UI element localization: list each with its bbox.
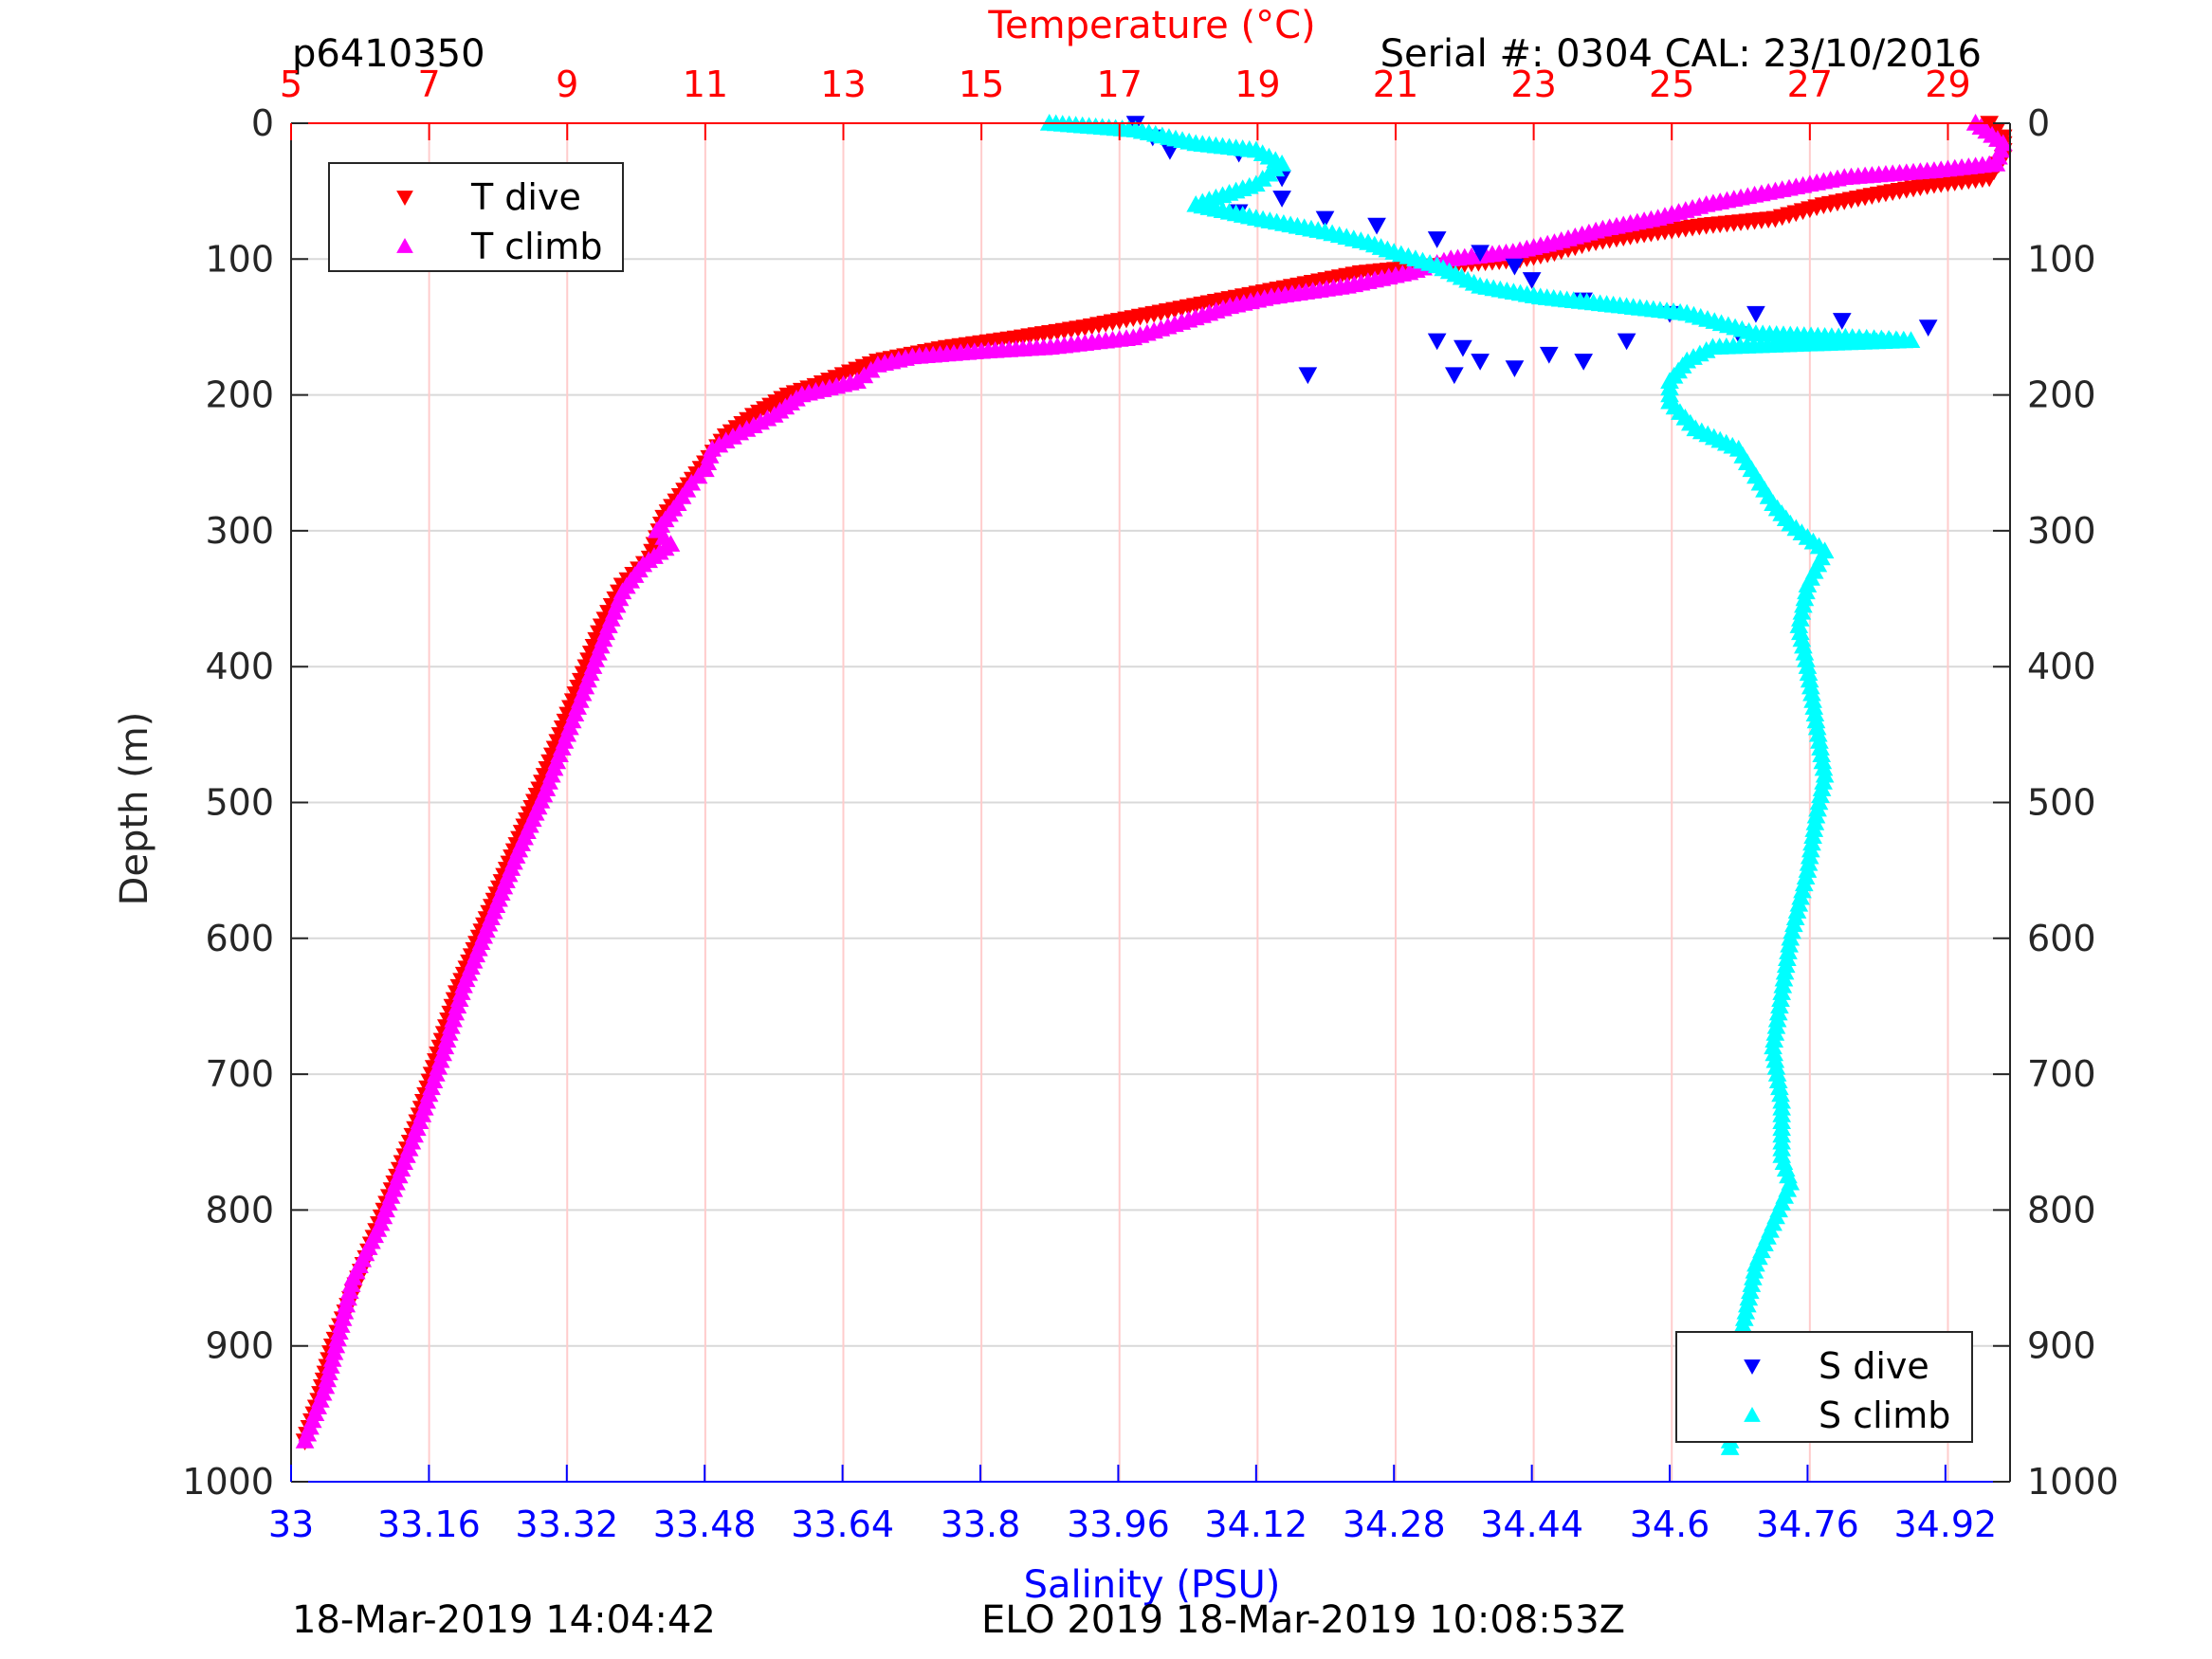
- serial-cal-label: Serial #: 0304 CAL: 23/10/2016: [1380, 32, 1982, 76]
- salinity-tick-label: 33.64: [791, 1504, 894, 1545]
- salinity-legend: S dive S climb: [1675, 1331, 1973, 1443]
- s-dive-point: [1505, 360, 1525, 377]
- salinity-tick-label: 34.28: [1343, 1504, 1446, 1545]
- depth-tick-label-right: 700: [2027, 1053, 2096, 1095]
- axes-frame: [290, 122, 2011, 1483]
- depth-tick-label-right: 100: [2027, 238, 2096, 280]
- s-dive-point: [1539, 346, 1559, 364]
- salinity-tick-label: 33.48: [653, 1504, 757, 1545]
- legends: T dive T climb S dive S climb: [328, 162, 1973, 1443]
- t-climb-legend-label: T climb: [470, 226, 602, 267]
- depth-tick-label-right: 1000: [2027, 1461, 2119, 1503]
- depth-tick-label-left: 400: [205, 646, 274, 687]
- s-dive-point: [1505, 258, 1525, 276]
- depth-tick-label-left: 200: [205, 374, 274, 416]
- s-dive-legend-marker: [1744, 1359, 1761, 1376]
- tick-labels: 0 0 100 100 200 200 300 300 400 400 500 500 600 600 70…: [182, 64, 2118, 1545]
- temperature-tick-label: 19: [1234, 64, 1280, 105]
- temperature-axis-title: Temperature (°C): [987, 4, 1315, 47]
- plot-timestamp: 18-Mar-2019 14:04:42: [292, 1598, 716, 1642]
- depth-tick-label-right: 600: [2027, 918, 2096, 959]
- t-climb-point: [295, 1431, 315, 1449]
- temperature-tick-label: 5: [280, 64, 302, 105]
- temperature-tick-label: 15: [959, 64, 1004, 105]
- salinity-axis-title: Salinity (PSU): [1024, 1563, 1281, 1607]
- s-dive-point: [1453, 339, 1472, 357]
- s-dive-point: [1272, 191, 1291, 208]
- s-dive-point: [1444, 367, 1464, 385]
- s-dive-point: [1427, 333, 1447, 351]
- temperature-tick-label: 13: [820, 64, 866, 105]
- temperature-tick-label: 25: [1649, 64, 1694, 105]
- temperature-tick-label: 23: [1510, 64, 1556, 105]
- depth-tick-label-right: 0: [2027, 102, 2050, 144]
- temperature-legend: T dive T climb: [328, 162, 624, 272]
- depth-tick-label-right: 800: [2027, 1189, 2096, 1231]
- salinity-tick-label: 33.16: [377, 1504, 481, 1545]
- salinity-tick-label: 34.76: [1756, 1504, 1859, 1545]
- salinity-tick-label: 33.96: [1067, 1504, 1170, 1545]
- mission-timestamp: ELO 2019 18-Mar-2019 10:08:53Z: [981, 1598, 1625, 1642]
- s-climb-legend-marker: [1744, 1406, 1761, 1422]
- s-dive-point: [1746, 305, 1765, 323]
- s-dive-legend-label: S dive: [1819, 1345, 1929, 1387]
- s-climb-legend-label: S climb: [1819, 1395, 1950, 1436]
- temperature-tick-label: 29: [1925, 64, 1970, 105]
- depth-tick-label-left: 800: [205, 1189, 274, 1231]
- depth-tick-label-left: 900: [205, 1325, 274, 1367]
- depth-tick-label-left: 500: [205, 782, 274, 824]
- temperature-legend-box: [328, 162, 624, 272]
- t-dive-legend-marker: [396, 191, 413, 207]
- depth-tick-label-right: 200: [2027, 374, 2096, 416]
- t-dive-legend-label: T dive: [470, 176, 581, 218]
- depth-tick-label-right: 500: [2027, 782, 2096, 824]
- s-dive-point: [1367, 217, 1386, 235]
- s-dive-point: [1574, 354, 1594, 371]
- data-markers: [295, 113, 2013, 1455]
- salinity-tick-label: 33: [268, 1504, 314, 1545]
- depth-tick-label-right: 900: [2027, 1325, 2096, 1367]
- s-dive-point: [1315, 210, 1335, 228]
- s-dive-point: [1522, 272, 1542, 289]
- depth-tick-label-left: 300: [205, 510, 274, 552]
- depth-tick-label-left: 1000: [182, 1461, 274, 1503]
- depth-tick-label-right: 300: [2027, 510, 2096, 552]
- profile-id-label: p6410350: [292, 32, 485, 76]
- salinity-tick-label: 33.32: [515, 1504, 618, 1545]
- s-dive-point: [1918, 319, 1938, 337]
- temperature-tick-label: 21: [1373, 64, 1418, 105]
- s-dive-point: [1832, 313, 1852, 330]
- temperature-tick-label: 7: [418, 64, 441, 105]
- s-dive-point: [1471, 245, 1490, 263]
- depth-tick-label-right: 400: [2027, 646, 2096, 687]
- salinity-tick-label: 33.8: [941, 1504, 1021, 1545]
- temperature-tick-label: 17: [1097, 64, 1143, 105]
- depth-tick-label-left: 0: [251, 102, 274, 144]
- depth-tick-label-left: 100: [205, 238, 274, 280]
- depth-tick-label-left: 700: [205, 1053, 274, 1095]
- salinity-legend-box: [1675, 1331, 1973, 1443]
- s-dive-point: [1427, 231, 1447, 248]
- salinity-tick-label: 34.12: [1204, 1504, 1307, 1545]
- s-climb-point: [1720, 1438, 1740, 1455]
- temperature-tick-label: 11: [683, 64, 728, 105]
- s-dive-point: [1617, 333, 1636, 351]
- t-climb-legend-marker: [396, 237, 413, 253]
- depth-axis-title: Depth (m): [113, 712, 156, 906]
- s-dive-point: [1471, 354, 1490, 371]
- s-dive-point: [1298, 367, 1318, 385]
- temperature-tick-label: 27: [1787, 64, 1833, 105]
- depth-tick-label-left: 600: [205, 918, 274, 959]
- temperature-tick-label: 9: [556, 64, 578, 105]
- salinity-tick-label: 34.6: [1630, 1504, 1710, 1545]
- salinity-tick-label: 34.92: [1893, 1504, 1997, 1545]
- salinity-tick-label: 34.44: [1480, 1504, 1583, 1545]
